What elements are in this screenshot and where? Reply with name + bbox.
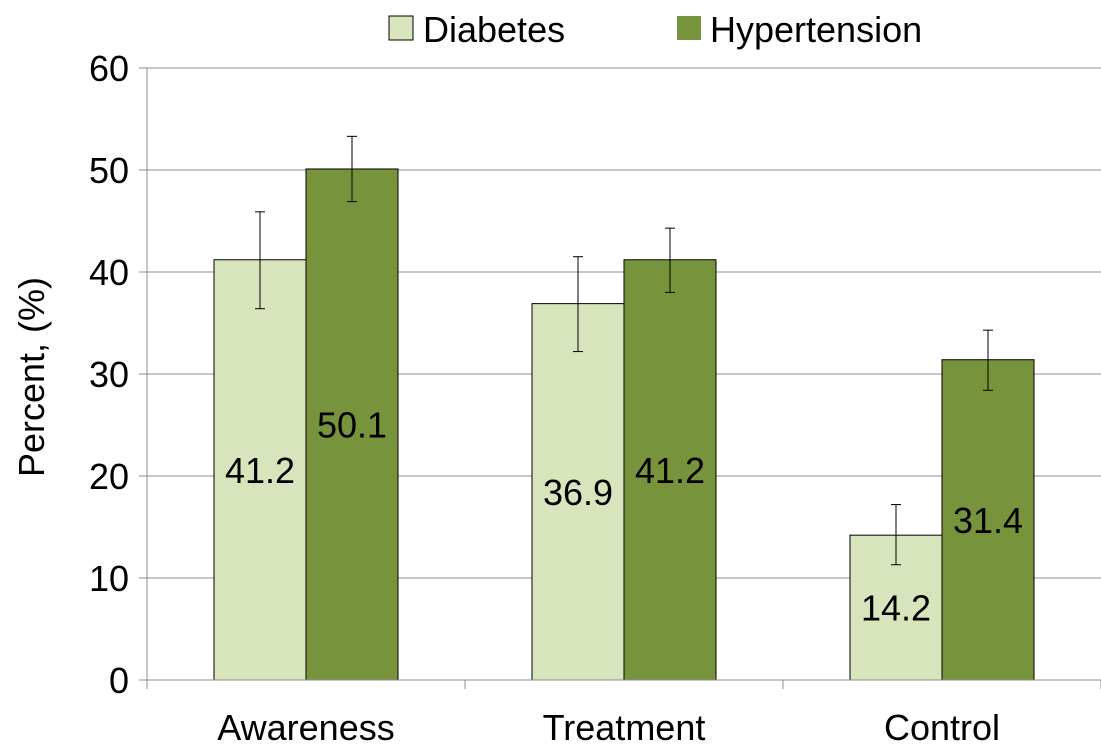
bar-hypertension [623,259,717,681]
data-label: 41.2 [635,450,705,491]
legend-label: Diabetes [423,9,565,50]
y-tick-label: 10 [89,558,129,599]
y-axis-title: Percent, (%) [11,277,52,477]
x-category-label: Control [884,707,1000,748]
data-label: 41.2 [225,450,295,491]
y-tick-label: 50 [89,150,129,191]
y-tick-label: 40 [89,252,129,293]
x-category-label: Awareness [217,707,394,748]
legend-label: Hypertension [710,9,922,50]
error-bars [255,135,993,566]
y-tick-label: 0 [109,660,129,701]
legend-swatch-diabetes [388,15,414,41]
y-tick-label: 60 [89,48,129,89]
data-label: 31.4 [953,500,1023,541]
y-tick-label: 20 [89,456,129,497]
data-label: 14.2 [861,588,931,629]
legend-swatch-hypertension [677,16,701,40]
legend: Diabetes Hypertension [388,9,922,50]
data-label: 50.1 [317,404,387,445]
bar-hypertension [941,359,1035,681]
y-tick-label: 30 [89,354,129,395]
x-category-label: Treatment [543,707,706,748]
axes: 0 10 20 30 40 50 60 Awareness Treatment Control [89,48,1101,748]
data-label: 36.9 [543,472,613,513]
data-labels: 41.2 36.9 14.2 50.1 41.2 31.4 [225,404,1023,628]
